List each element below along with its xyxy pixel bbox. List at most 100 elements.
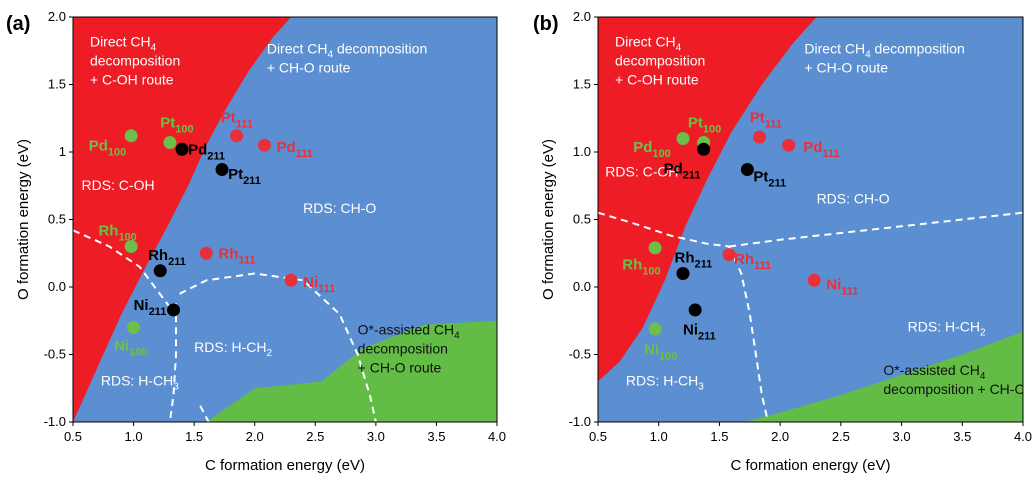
region-label-text: + CH-O route	[267, 59, 351, 75]
data-point-pt111	[230, 129, 244, 143]
point-label-element: Pd	[803, 139, 822, 156]
point-label-element: Pd	[633, 139, 652, 156]
data-point-ni211	[688, 303, 702, 317]
data-point-pt211	[740, 163, 754, 177]
region-label-subscript: 3	[173, 382, 179, 393]
region-label: RDS: C-OH	[605, 163, 678, 179]
region-label-text: decomposition + CH-O route	[883, 381, 1035, 397]
point-label-element: Pt	[160, 115, 175, 132]
region-label: RDS: H-CH3	[101, 373, 179, 393]
data-point-rh100	[648, 241, 662, 255]
region-label: RDS: H-CH2	[908, 319, 986, 339]
region-label-text: + C-OH route	[90, 72, 174, 88]
point-label-element: Pt	[750, 109, 765, 126]
data-point-rh211	[676, 267, 690, 280]
point-label: Ni100	[644, 342, 677, 363]
region-label: RDS: C-OH	[81, 177, 154, 193]
region-label: RDS: H-CH3	[626, 373, 704, 393]
data-point-pd211	[697, 142, 711, 156]
data-point-ni111	[807, 273, 821, 287]
region-label-text: + CH-O route	[804, 59, 888, 75]
point-label-element: Rh	[218, 246, 238, 263]
region-label: Direct CH4 decomposition	[267, 40, 427, 60]
point-label-element: Pt	[221, 109, 236, 126]
region-label: RDS: CH-O	[817, 190, 890, 206]
region-label: Direct CH4	[90, 34, 157, 54]
data-point-pd100	[124, 129, 138, 143]
region-label: O*-assisted CH4	[358, 321, 460, 341]
region-label-text: Direct CH	[267, 40, 328, 56]
data-point-rh111	[199, 246, 213, 260]
point-label-subscript: 100	[659, 351, 677, 363]
y-tick-label: -1.0	[569, 414, 591, 429]
region-label: RDS: H-CH2	[194, 339, 272, 359]
point-label-element: Ni	[644, 342, 659, 359]
data-point-pd111	[257, 138, 271, 152]
point-label-element: Pd	[664, 161, 683, 178]
point-label-subscript: 211	[149, 306, 167, 318]
y-tick-label: 0.5	[48, 212, 66, 227]
point-label-element: Pd	[277, 139, 296, 156]
point-label-subscript: 100	[652, 148, 670, 160]
point-label-subscript: 111	[236, 118, 253, 130]
x-axis-title: C formation energy (eV)	[205, 457, 365, 474]
boundary-dashed-line	[168, 303, 177, 422]
point-label-subscript: 211	[207, 151, 225, 163]
x-tick-label: 1.5	[710, 429, 728, 444]
point-label: Rh211	[675, 250, 713, 271]
point-label-element: Pt	[228, 166, 243, 183]
x-tick-label: 3.5	[953, 429, 971, 444]
x-tick-label: 1.0	[650, 429, 668, 444]
y-tick-label: 1.5	[573, 77, 591, 92]
region-label: + CH-O route	[267, 59, 351, 75]
point-label: Pd111	[277, 139, 313, 160]
point-label-element: Ni	[683, 321, 698, 338]
region-label-text: + C-OH route	[615, 72, 699, 88]
region-label-subscript: 4	[454, 330, 460, 341]
region-label-text: decomposition	[333, 40, 427, 56]
point-label-element: Pt	[688, 115, 703, 132]
region-red	[598, 17, 817, 382]
y-tick-label: 1	[59, 144, 66, 159]
boundary-dashed-line	[728, 211, 1023, 248]
region-label-text: RDS: H-CH	[908, 319, 980, 335]
data-point-ni100	[127, 321, 141, 334]
point-label: Rh100	[622, 256, 660, 277]
y-tick-label: 2.0	[48, 9, 66, 24]
point-label: Pd100	[633, 139, 671, 160]
y-tick-label: 0.5	[573, 212, 591, 227]
point-label: Pt211	[228, 166, 261, 187]
point-label-subscript: 111	[754, 260, 771, 272]
point-label-subscript: 111	[822, 148, 839, 160]
point-label: Pd111	[803, 139, 839, 160]
data-point-rh211	[153, 264, 167, 278]
region-green	[206, 320, 497, 422]
point-label: Rh100	[98, 223, 136, 244]
region-green	[743, 331, 1023, 422]
data-point-ni111	[284, 273, 298, 287]
x-tick-label: 3.5	[427, 429, 445, 444]
point-label: Ni211	[134, 297, 167, 318]
region-label: decomposition + CH-O route	[883, 381, 1035, 397]
x-tick-label: 4.0	[1014, 429, 1032, 444]
point-label: Ni111	[303, 274, 335, 295]
data-point-ni100	[648, 322, 662, 336]
y-tick-label: 1.0	[573, 144, 591, 159]
y-tick-label: 1.5	[48, 77, 66, 92]
region-label: + C-OH route	[90, 72, 174, 88]
region-label-subscript: 4	[328, 49, 334, 60]
region-label: decomposition	[615, 53, 705, 69]
region-label-text: decomposition	[90, 53, 180, 69]
region-label: + CH-O route	[804, 59, 888, 75]
point-label: Rh111	[734, 251, 771, 272]
y-tick-label: 2.0	[573, 9, 591, 24]
point-label-subscript: 111	[765, 118, 782, 130]
region-label: RDS: CH-O	[303, 200, 376, 216]
x-tick-label: 2.5	[832, 429, 850, 444]
point-label: Pt100	[688, 115, 721, 136]
point-label: Pt100	[160, 115, 193, 136]
point-label-element: Ni	[114, 337, 129, 354]
point-label-element: Rh	[622, 256, 642, 273]
